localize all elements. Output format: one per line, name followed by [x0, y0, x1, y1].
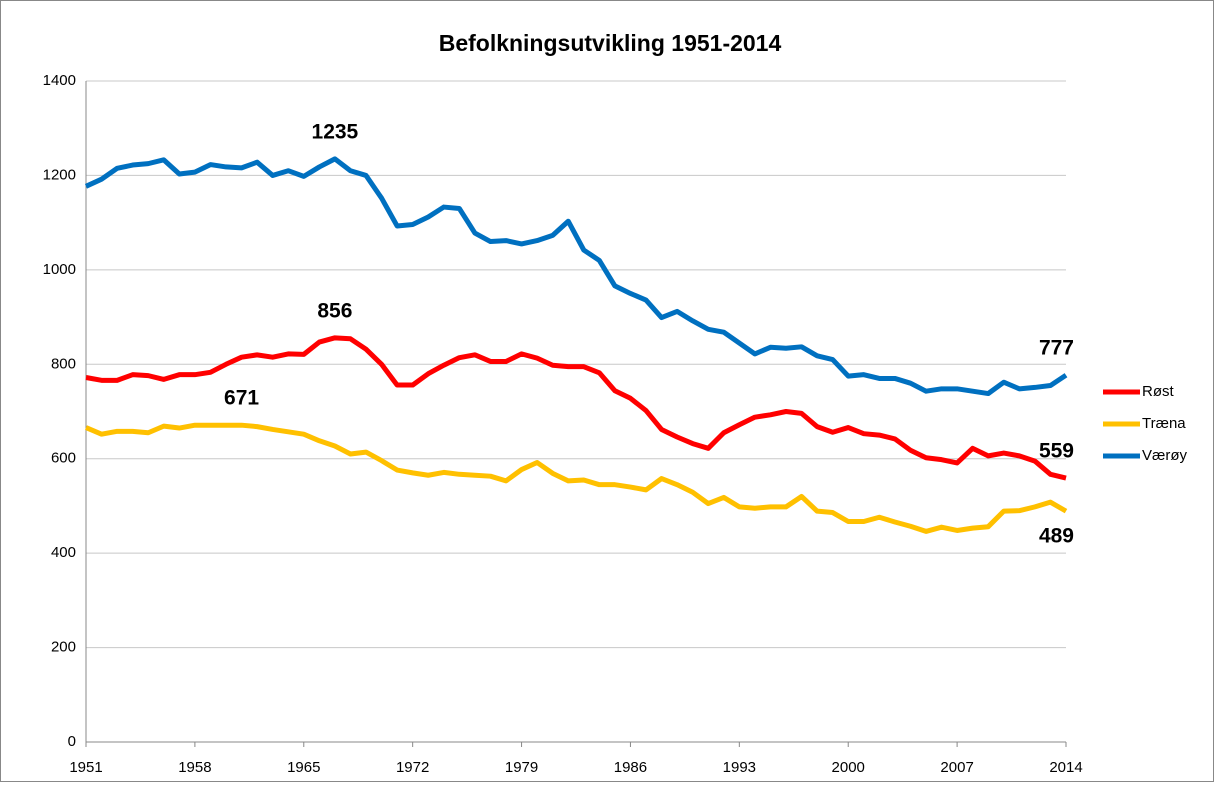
legend-label: Træna: [1142, 415, 1186, 432]
data-label: 671: [224, 387, 259, 410]
x-tick-label: 1951: [69, 759, 102, 776]
y-tick-label: 400: [51, 544, 76, 561]
x-tick-label: 1993: [723, 759, 756, 776]
y-tick-label: 1400: [43, 72, 76, 89]
legend-label: Værøy: [1142, 447, 1188, 464]
y-tick-label: 600: [51, 450, 76, 467]
x-tick-label: 2014: [1049, 759, 1082, 776]
x-tick-label: 2007: [940, 759, 973, 776]
y-tick-label: 1000: [43, 261, 76, 278]
y-tick-label: 1200: [43, 166, 76, 183]
x-tick-label: 1979: [505, 759, 538, 776]
line-series: [84, 156, 1068, 397]
x-tick-label: 1986: [614, 759, 647, 776]
data-label: 559: [1039, 440, 1074, 463]
x-tick-label: 2000: [832, 759, 865, 776]
y-tick-label: 800: [51, 355, 76, 372]
legend-label: Røst: [1142, 383, 1174, 400]
chart-title: Befolkningsutvikling 1951-2014: [439, 30, 782, 56]
x-tick-label: 1958: [178, 759, 211, 776]
data-label: 856: [317, 299, 352, 322]
y-tick-label: 0: [68, 733, 76, 750]
line-series: [85, 335, 1067, 481]
x-tick-label: 1965: [287, 759, 320, 776]
data-label: 489: [1039, 525, 1074, 548]
line-series: [85, 422, 1068, 534]
y-tick-label: 200: [51, 639, 76, 656]
data-label: 1235: [312, 120, 359, 143]
x-tick-label: 1972: [396, 759, 429, 776]
data-label: 777: [1039, 337, 1074, 360]
